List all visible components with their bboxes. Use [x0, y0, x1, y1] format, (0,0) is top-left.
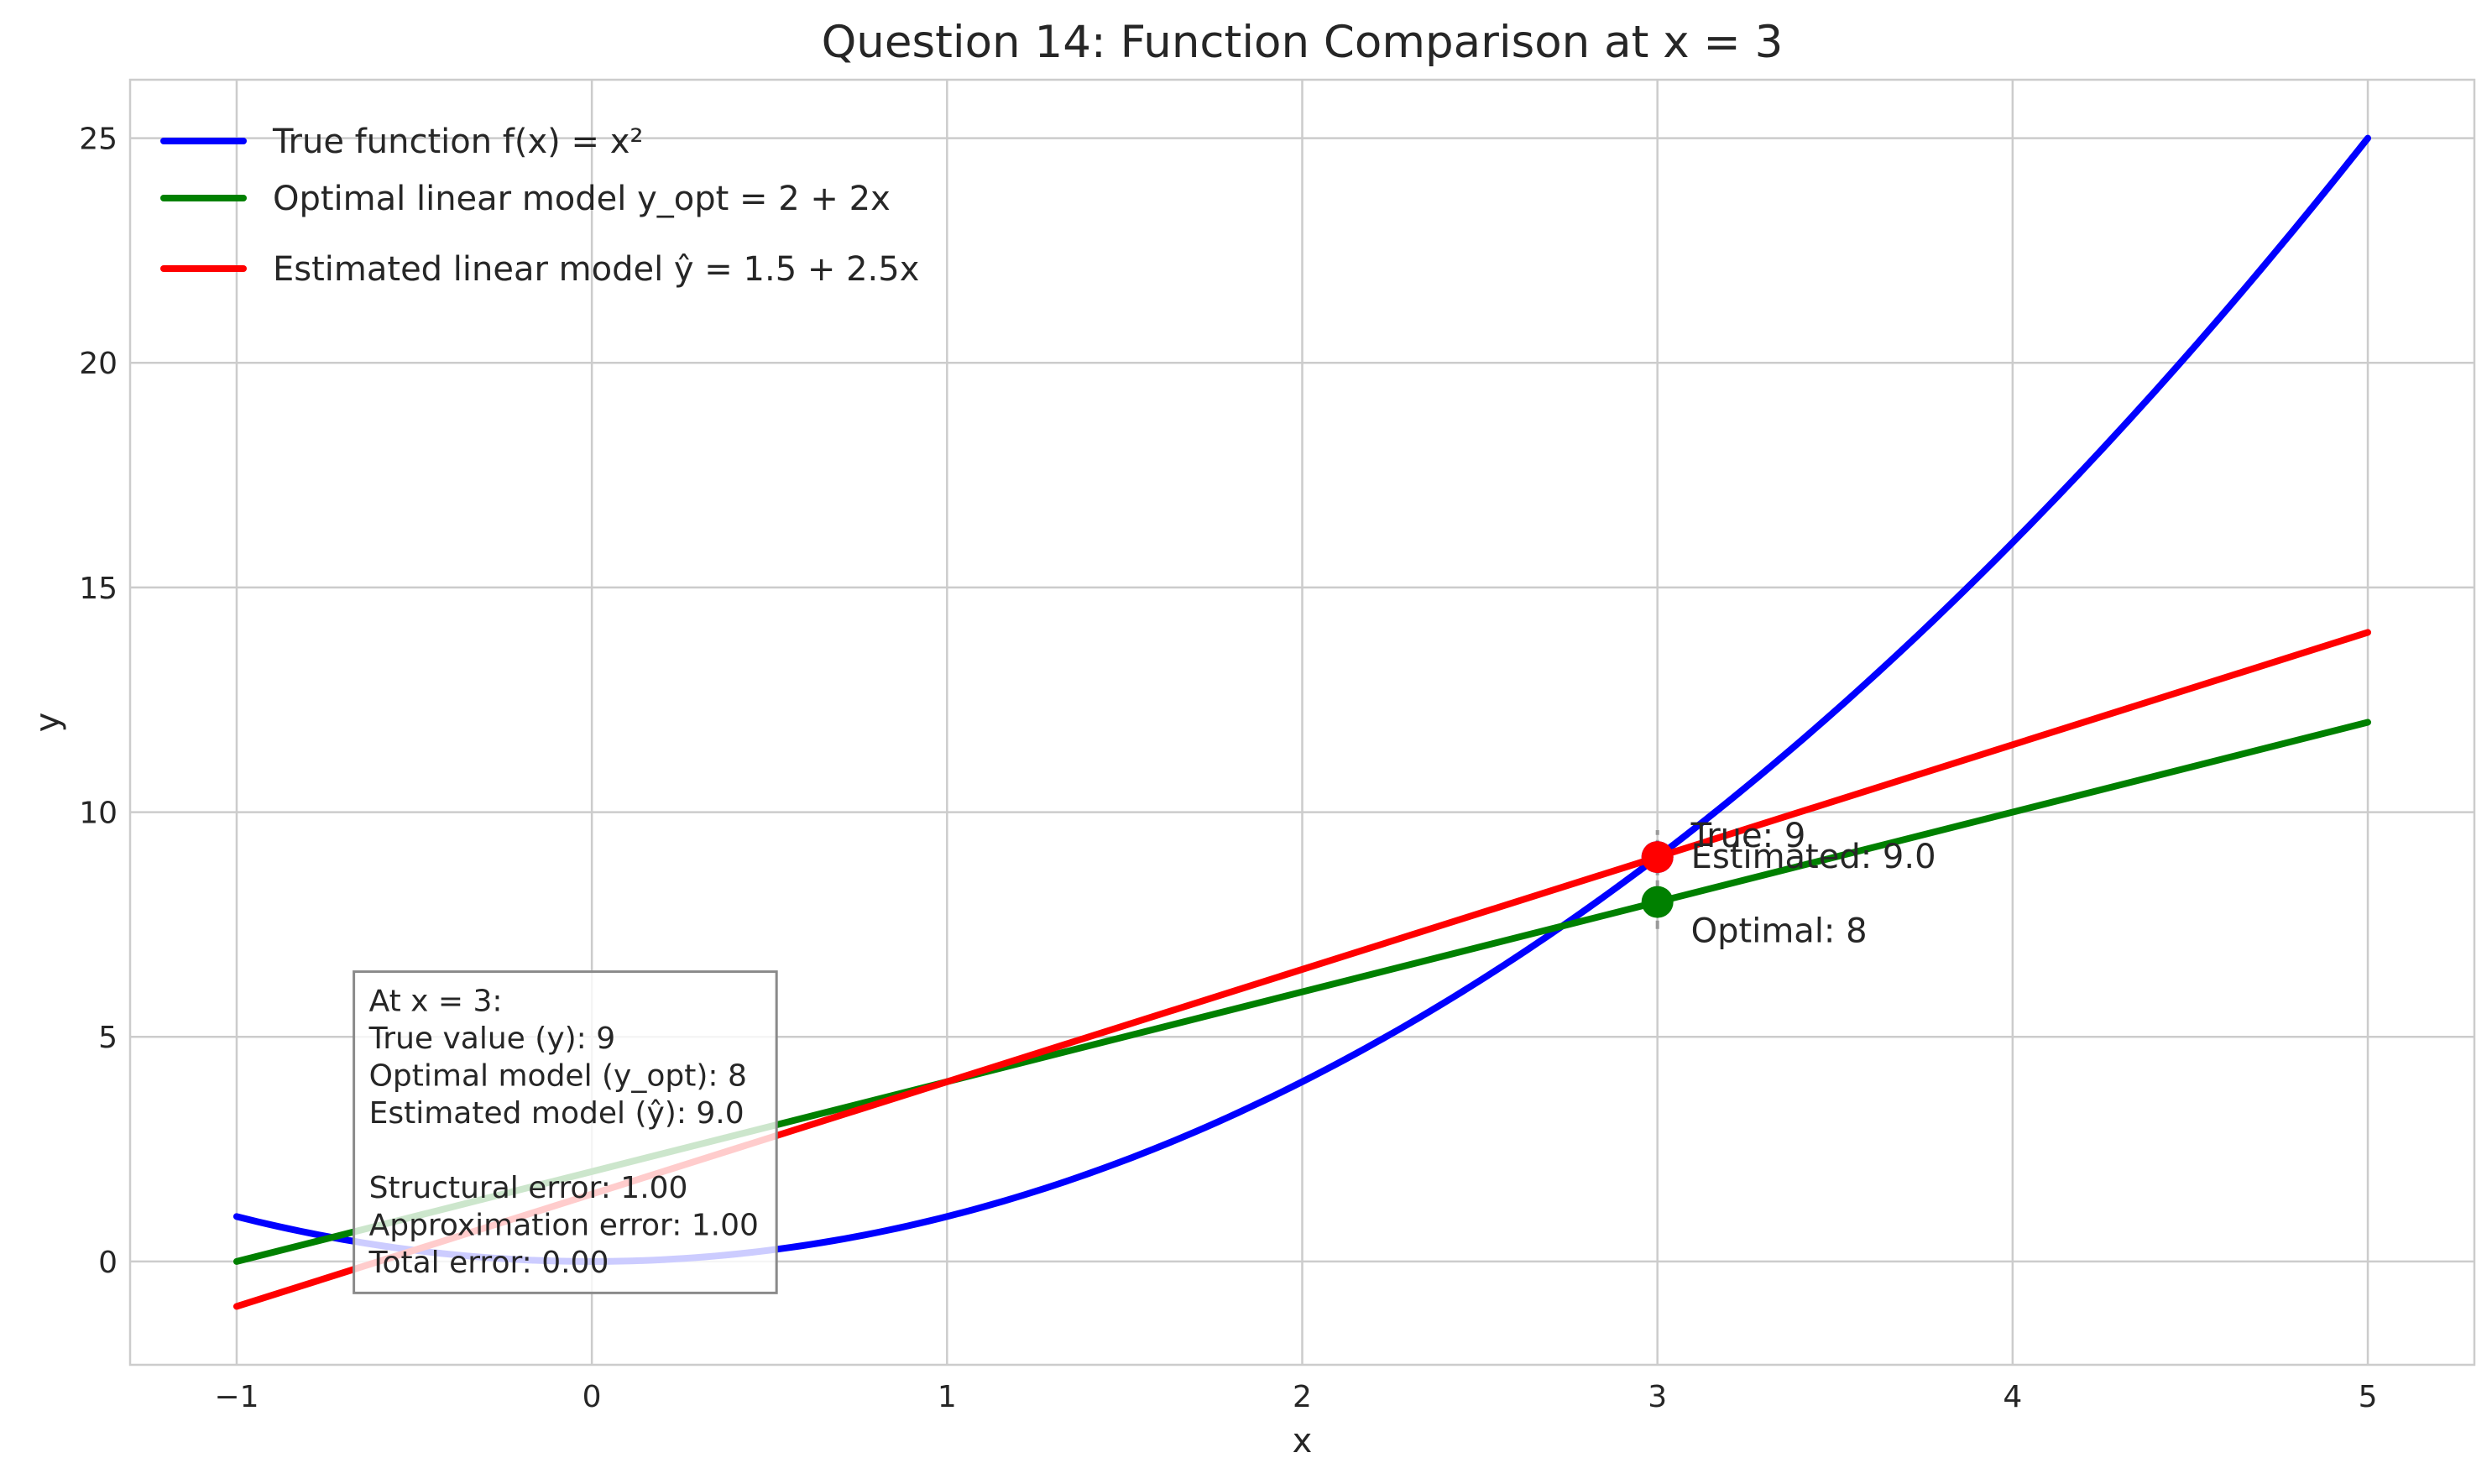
info-box-line: Estimated model (ŷ): 9.0 [369, 1096, 744, 1131]
point-2 [1641, 841, 1674, 874]
point-annotation: True: 9 [1690, 817, 1806, 855]
x-tick-label: 4 [2003, 1380, 2022, 1414]
x-tick-label: 2 [1293, 1380, 1312, 1414]
info-box-line: Total error: 0.00 [368, 1246, 609, 1280]
x-tick-label: −1 [214, 1380, 259, 1414]
y-tick-label: 5 [98, 1021, 118, 1055]
x-axis-label: x [1293, 1422, 1313, 1460]
legend-entry: True function f(x) = x² [272, 123, 643, 161]
y-axis-label: y [29, 713, 67, 733]
info-box-line: At x = 3: [369, 985, 503, 1019]
y-tick-label: 25 [79, 123, 118, 157]
info-box-line: Structural error: 1.00 [369, 1171, 688, 1205]
point-1 [1641, 886, 1674, 918]
y-tick-label: 10 [79, 797, 118, 831]
info-box-line: Optimal model (y_opt): 8 [369, 1059, 747, 1094]
highlight-points [1641, 829, 1674, 929]
point-annotation: Optimal: 8 [1691, 912, 1868, 951]
x-tick-labels: −1 0 1 2 3 4 5 [214, 1380, 2377, 1414]
y-tick-label: 15 [79, 572, 118, 606]
y-tick-label: 20 [79, 347, 118, 381]
plot-frame [128, 78, 2476, 1366]
x-tick-label: 0 [583, 1380, 602, 1414]
point-annotation: Estimated: 9.0 [1691, 838, 1936, 876]
legend: True function f(x) = x² Optimal linear mo… [160, 123, 919, 289]
legend-entry: Optimal linear model y_opt = 2 + 2x [273, 180, 891, 218]
x-tick-label: 5 [2359, 1380, 2378, 1414]
chart-title: Question 14: Function Comparison at x = … [822, 17, 1784, 68]
x-tick-label: 1 [938, 1380, 957, 1414]
y-tick-label: 0 [98, 1246, 118, 1280]
info-box-line: True value (y): 9 [368, 1022, 616, 1056]
legend-entry: Estimated linear model ŷ = 1.5 + 2.5x [273, 250, 919, 289]
y-tick-labels: 0 5 10 15 20 25 [79, 123, 118, 1280]
point-annotations: True: 9 Optimal: 8 Estimated: 9.0 [1690, 817, 1936, 951]
x-tick-label: 3 [1648, 1380, 1667, 1414]
info-box-frame [353, 970, 778, 1294]
info-box-line: Approximation error: 1.00 [369, 1209, 759, 1243]
